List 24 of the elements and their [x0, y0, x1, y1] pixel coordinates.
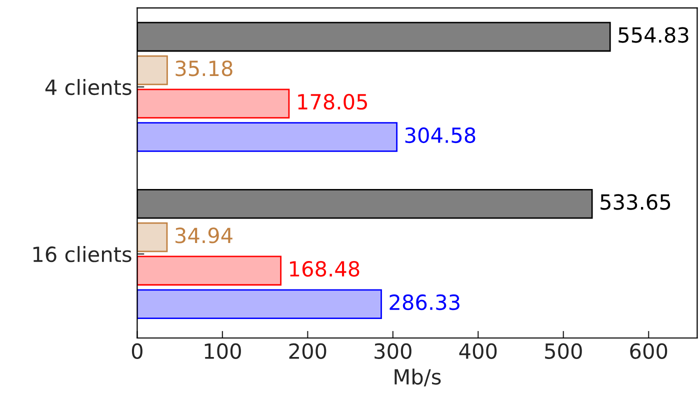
- data-label: 554.83: [618, 27, 688, 43]
- x-tick-label: 0: [132, 343, 142, 359]
- data-label: 304.58: [405, 127, 476, 144]
- data-label: 286.33: [390, 294, 460, 310]
- x-tick-label: 400: [459, 343, 497, 359]
- bar: [137, 88, 290, 119]
- x-tick-label: 600: [630, 343, 668, 359]
- x-tick-label: 300: [374, 343, 412, 359]
- x-tick-label: 500: [545, 343, 582, 359]
- x-axis-title: Mb/s: [394, 368, 441, 386]
- bar: [137, 222, 168, 252]
- data-label: 168.48: [290, 260, 360, 277]
- x-tick-label: 200: [289, 343, 326, 359]
- x-tick-label: 100: [204, 343, 241, 359]
- bar: [137, 289, 382, 319]
- data-label: 178.05: [298, 94, 367, 110]
- bar: [137, 122, 398, 152]
- y-tick-label: 16 clients: [33, 246, 132, 262]
- data-label: 34.94: [176, 228, 232, 244]
- data-label: 533.65: [600, 194, 670, 210]
- y-tick-label: 4 clients: [45, 79, 132, 96]
- bar: [137, 256, 282, 286]
- bar: [137, 55, 168, 86]
- data-label: 35.18: [176, 60, 232, 76]
